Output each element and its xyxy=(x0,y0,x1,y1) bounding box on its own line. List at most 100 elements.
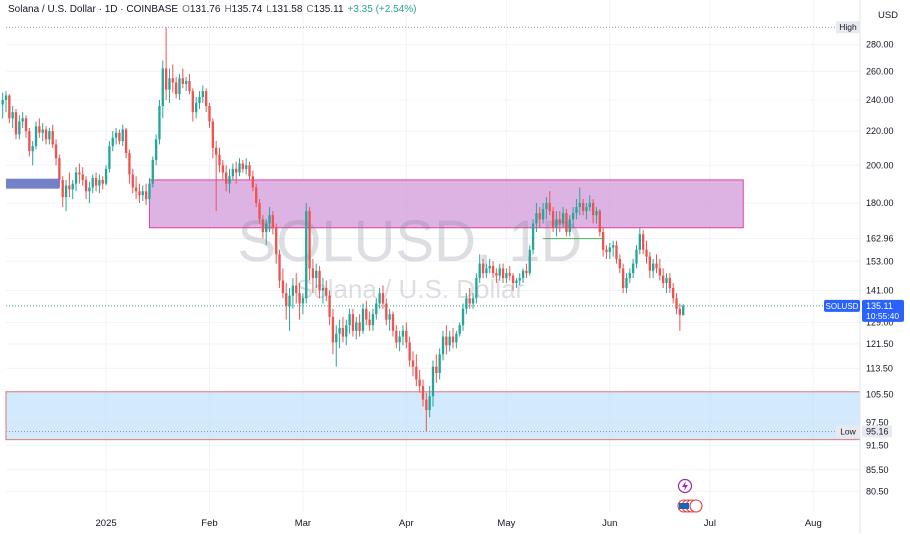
price-axis-label: 91.50 xyxy=(866,440,889,450)
candle-body xyxy=(498,268,501,276)
candle-body xyxy=(141,191,144,196)
candle-body xyxy=(588,203,591,208)
candle-body xyxy=(505,273,508,279)
candle-body xyxy=(258,203,261,220)
candle-body xyxy=(335,333,338,343)
candle-body xyxy=(465,298,468,309)
low-tag-bg xyxy=(836,425,860,438)
candle-body xyxy=(468,298,471,304)
candle-body xyxy=(631,263,635,274)
candle-body xyxy=(611,245,615,248)
candle-body xyxy=(11,112,14,119)
candle-body xyxy=(231,168,235,177)
candle-body xyxy=(495,273,498,276)
candle-body xyxy=(281,280,285,294)
candle-body xyxy=(71,183,74,190)
candle-body xyxy=(74,172,78,184)
price-axis-label: 105.50 xyxy=(866,389,894,399)
candle-body xyxy=(251,176,255,188)
candle-body xyxy=(265,223,268,233)
candle-body xyxy=(84,179,88,192)
candle-body xyxy=(245,165,248,169)
candle-body xyxy=(278,254,281,281)
candle-body xyxy=(535,213,538,224)
candle-body xyxy=(198,96,201,103)
candle-body xyxy=(455,333,458,343)
candle-body xyxy=(591,203,595,216)
price-axis-label: 85.50 xyxy=(866,465,889,475)
candle-body xyxy=(515,280,518,284)
candle-body xyxy=(18,121,21,135)
candle-body xyxy=(518,278,521,281)
time-axis-label: Jun xyxy=(602,518,617,529)
candle-body xyxy=(405,330,408,343)
candle-body xyxy=(275,227,278,255)
low-value-bg xyxy=(862,425,892,438)
candle-body xyxy=(682,305,685,316)
candle-body xyxy=(525,270,528,274)
candle-body xyxy=(421,386,425,400)
candle-body xyxy=(395,330,398,343)
price-axis-label: 200.00 xyxy=(866,160,894,170)
candle-body xyxy=(94,178,98,186)
supply-zone[interactable] xyxy=(148,179,744,229)
lightning-glyph xyxy=(682,481,688,491)
price-axis-label: 240.00 xyxy=(866,95,894,105)
candle-body xyxy=(308,211,311,269)
candle-body xyxy=(555,219,558,228)
candle-body xyxy=(168,78,171,90)
candle-body xyxy=(171,78,174,83)
candle-body xyxy=(228,176,231,184)
us-flag-events-icon[interactable] xyxy=(689,499,703,513)
candle-body xyxy=(355,322,358,331)
candle-body xyxy=(662,275,665,284)
candle-body xyxy=(541,209,545,220)
candle-body xyxy=(531,223,535,250)
candle-body xyxy=(328,295,331,317)
candle-body xyxy=(488,265,491,269)
candle-body xyxy=(368,319,371,326)
candle-body xyxy=(458,325,461,334)
candle-body xyxy=(208,105,211,122)
us-flag-glyph xyxy=(679,503,689,509)
candle-body xyxy=(438,354,441,374)
candle-body xyxy=(558,219,561,224)
high-tag: High xyxy=(839,22,857,32)
candle-body xyxy=(568,219,571,233)
candle-body xyxy=(668,278,672,289)
candle-body xyxy=(471,298,475,304)
candle-body xyxy=(501,268,505,279)
candle-body xyxy=(21,118,24,122)
candle-body xyxy=(351,314,355,331)
candle-body xyxy=(124,129,128,153)
candle-body xyxy=(158,105,161,140)
candle-body xyxy=(128,152,131,175)
high-tag-bg xyxy=(836,21,860,34)
candle-body xyxy=(381,293,385,304)
candle-body xyxy=(375,303,378,315)
candle-body xyxy=(601,232,605,250)
ohlc-low: L131.58 xyxy=(266,4,303,15)
currency-button[interactable]: USD xyxy=(877,9,899,21)
candle-body xyxy=(44,129,48,140)
candle-body xyxy=(38,126,41,133)
candle-body xyxy=(365,308,368,320)
legend-header[interactable]: Solana / U.S. Dollar · 1D · COINBASE O13… xyxy=(8,4,416,15)
symbol-tag: SOLUSD xyxy=(826,302,859,311)
symbol-title[interactable]: Solana / U.S. Dollar · 1D · COINBASE xyxy=(8,4,179,15)
candle-body xyxy=(14,112,18,135)
price-axis-label: 180.00 xyxy=(866,198,894,208)
candle-body xyxy=(401,330,405,337)
candle-body xyxy=(51,131,54,145)
candle-body xyxy=(598,211,601,233)
low-tag: Low xyxy=(840,426,856,436)
level-marker-bar[interactable] xyxy=(6,178,60,189)
candle-body xyxy=(91,178,94,188)
candle-body xyxy=(24,118,28,132)
ohlc-high: H135.74 xyxy=(224,4,263,15)
candle-body xyxy=(428,396,431,411)
candle-body xyxy=(121,129,124,142)
candle-body xyxy=(508,273,511,276)
